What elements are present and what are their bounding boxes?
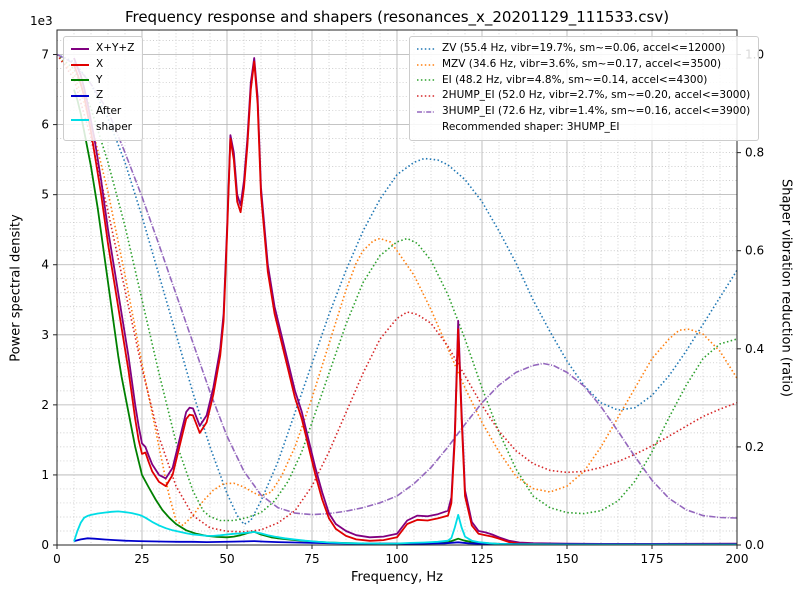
recommended-shaper-text: Recommended shaper: 3HUMP_EI [442, 120, 620, 133]
chart-title: Frequency response and shapers (resonanc… [124, 8, 670, 26]
legend-label: X+Y+Z [96, 42, 135, 54]
legend-line-sample-icon [417, 79, 435, 82]
legend-line-sample-icon [417, 48, 435, 50]
legend-entry: X [70, 57, 134, 73]
legend-label: X [96, 57, 104, 70]
svg-text:4: 4 [41, 258, 49, 272]
legend-label: Z [96, 89, 104, 102]
svg-text:0.0: 0.0 [745, 538, 764, 552]
legend-entry: 3HUMP_EI (72.6 Hz, vibr=1.4%, sm~=0.16, … [416, 104, 750, 120]
legend-line-sample-icon [71, 79, 89, 82]
legend-label: ZV (55.4 Hz, vibr=19.7%, sm~=0.06, accel… [442, 42, 726, 54]
legend-line-sample-icon [71, 95, 89, 98]
legend-psd: X+Y+Z X Y Z After shaper [63, 36, 144, 141]
svg-text:200: 200 [726, 552, 749, 566]
svg-text:25: 25 [134, 552, 149, 566]
svg-text:0: 0 [53, 552, 61, 566]
legend-label: 2HUMP_EI (52.0 Hz, vibr=2.7%, sm~=0.20, … [442, 89, 751, 102]
svg-text:6: 6 [41, 118, 49, 132]
legend-shapers: ZV (55.4 Hz, vibr=19.7%, sm~=0.06, accel… [409, 36, 760, 141]
legend-label: MZV (34.6 Hz, vibr=3.6%, sm~=0.17, accel… [442, 57, 722, 70]
svg-text:7: 7 [41, 48, 49, 62]
legend-entry: 2HUMP_EI (52.0 Hz, vibr=2.7%, sm~=0.20, … [416, 88, 750, 104]
svg-text:1: 1 [41, 468, 49, 482]
svg-text:175: 175 [641, 552, 664, 566]
x-axis-label: Frequency, Hz [350, 570, 444, 585]
svg-text:0.8: 0.8 [745, 146, 764, 160]
svg-text:0: 0 [41, 538, 49, 552]
legend-entry: ZV (55.4 Hz, vibr=19.7%, sm~=0.06, accel… [416, 41, 750, 57]
legend-line-sample-icon [417, 95, 435, 97]
legend-entry: After shaper [70, 104, 134, 136]
svg-text:0.2: 0.2 [745, 440, 764, 454]
svg-text:75: 75 [304, 552, 319, 566]
svg-text:3: 3 [41, 328, 49, 342]
legend-line-sample-icon [71, 63, 89, 66]
legend-entry: X+Y+Z [70, 41, 134, 57]
legend-label: After shaper [96, 105, 133, 133]
svg-text:50: 50 [219, 552, 234, 566]
legend-line-sample-icon [71, 47, 89, 50]
svg-text:2: 2 [41, 398, 49, 412]
y-axis-offset-text: 1e3 [30, 14, 53, 28]
legend-line-sample-icon [417, 63, 435, 66]
legend-entry: MZV (34.6 Hz, vibr=3.6%, sm~=0.17, accel… [416, 57, 750, 73]
legend-line-sample-icon [71, 118, 89, 121]
legend-line-sample-icon [417, 111, 435, 113]
svg-text:0.6: 0.6 [745, 244, 764, 258]
legend-entry: Y [70, 73, 134, 89]
legend-label: 3HUMP_EI (72.6 Hz, vibr=1.4%, sm~=0.16, … [442, 105, 751, 117]
svg-text:5: 5 [41, 188, 49, 202]
legend-label: EI (48.2 Hz, vibr=4.8%, sm~=0.14, accel<… [442, 73, 708, 86]
legend-recommendation: Recommended shaper: 3HUMP_EI [416, 120, 750, 136]
svg-text:150: 150 [556, 552, 579, 566]
svg-text:0.4: 0.4 [745, 342, 764, 356]
svg-text:100: 100 [386, 552, 409, 566]
legend-entry: EI (48.2 Hz, vibr=4.8%, sm~=0.14, accel<… [416, 73, 750, 89]
svg-text:125: 125 [471, 552, 494, 566]
legend-entry: Z [70, 88, 134, 104]
legend-label: Y [96, 73, 103, 86]
